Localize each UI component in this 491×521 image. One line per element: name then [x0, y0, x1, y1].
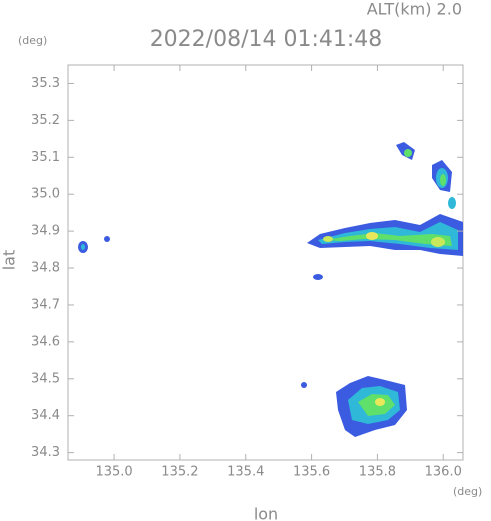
y-axis-label: lat [0, 250, 19, 271]
chart-title: 2022/08/14 01:41:48 [150, 27, 383, 52]
y-tick-label: 35.3 [31, 76, 60, 91]
radar-echoes [78, 142, 463, 437]
y-tick-label: 34.4 [31, 408, 60, 423]
plot-frame [67, 64, 464, 461]
x-tick-label: 135.4 [227, 465, 264, 480]
x-tick-label: 135.2 [161, 465, 198, 480]
y-tick-label: 35.2 [31, 113, 60, 128]
y-tick-label: 35.1 [31, 150, 60, 165]
x-tick-label: 135.0 [95, 465, 132, 480]
x-tick-label: 135.8 [359, 465, 396, 480]
y-unit: (deg) [18, 34, 47, 47]
y-tick-label: 34.9 [31, 224, 60, 239]
x-tick-label: 136.0 [425, 465, 462, 480]
x-tick-label: 135.6 [293, 465, 330, 480]
y-tick-label: 34.7 [31, 297, 60, 312]
y-tick-label: 35.0 [31, 187, 60, 202]
y-tick-label: 34.6 [31, 334, 60, 349]
y-tick-label: 34.8 [31, 261, 60, 276]
altitude: ALT(km) 2.0 [367, 0, 462, 19]
y-tick-label: 34.3 [31, 445, 60, 460]
x-unit: (deg) [453, 485, 482, 498]
x-axis-label: lon [254, 505, 278, 521]
y-tick-label: 34.5 [31, 371, 60, 386]
